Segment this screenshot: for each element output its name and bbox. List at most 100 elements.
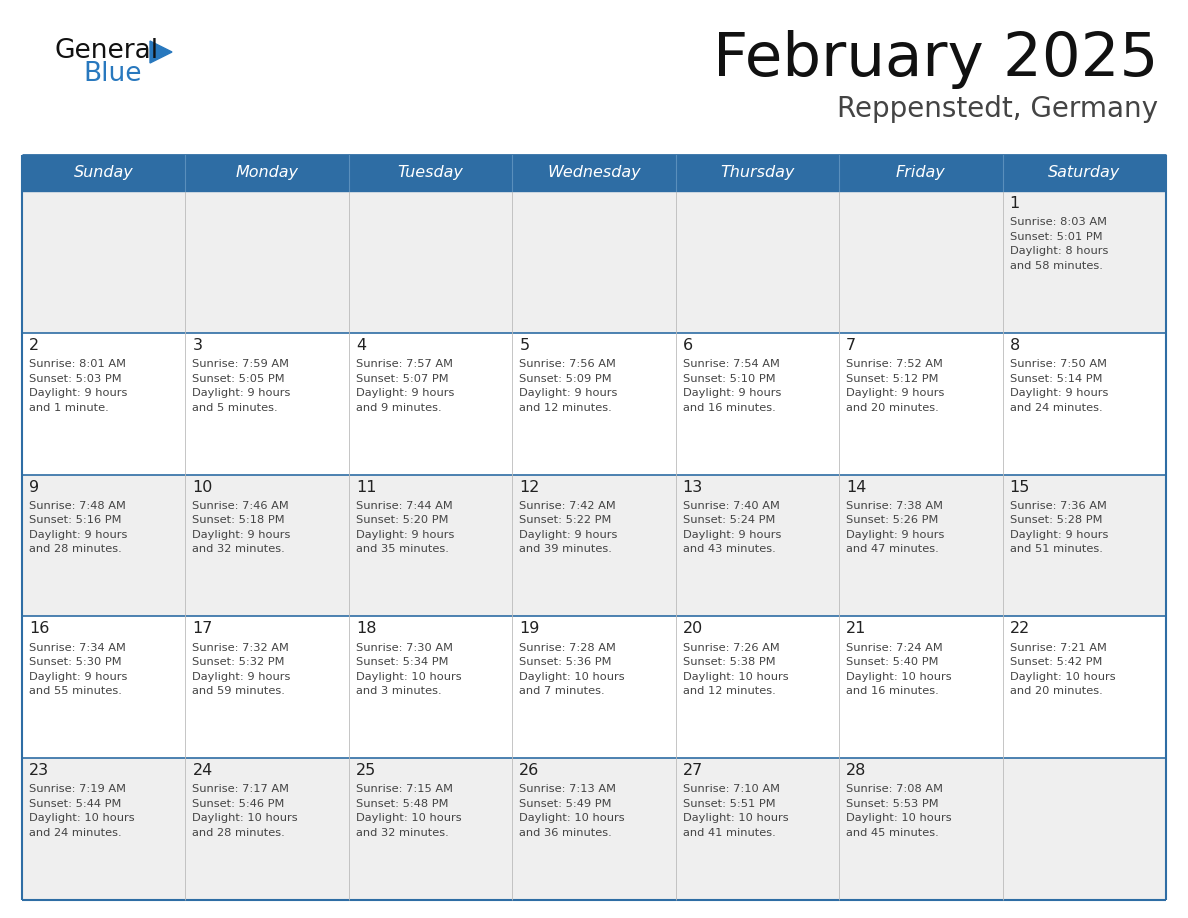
Text: Sunrise: 7:40 AM: Sunrise: 7:40 AM [683,501,779,510]
Bar [676,333,839,475]
Text: Sunset: 5:38 PM: Sunset: 5:38 PM [683,657,776,667]
Text: 16: 16 [29,621,50,636]
Text: 13: 13 [683,479,703,495]
Bar [676,191,839,333]
Text: Daylight: 9 hours: Daylight: 9 hours [683,530,781,540]
Text: Sunset: 5:05 PM: Sunset: 5:05 PM [192,374,285,384]
Text: and 12 minutes.: and 12 minutes. [683,686,776,696]
Text: Sunrise: 7:17 AM: Sunrise: 7:17 AM [192,785,290,794]
Text: Daylight: 9 hours: Daylight: 9 hours [29,672,127,682]
Text: and 28 minutes.: and 28 minutes. [29,544,121,554]
Text: Sunset: 5:32 PM: Sunset: 5:32 PM [192,657,285,667]
Text: Daylight: 10 hours: Daylight: 10 hours [1010,672,1116,682]
Text: 5: 5 [519,338,530,353]
Bar [23,758,185,900]
Text: Sunset: 5:40 PM: Sunset: 5:40 PM [846,657,939,667]
Bar [185,758,349,900]
Text: 12: 12 [519,479,539,495]
Text: Sunrise: 7:46 AM: Sunrise: 7:46 AM [192,501,289,510]
Text: Daylight: 9 hours: Daylight: 9 hours [846,530,944,540]
Text: Monday: Monday [235,165,298,181]
Text: 4: 4 [356,338,366,353]
Text: and 32 minutes.: and 32 minutes. [356,828,449,838]
Text: Sunrise: 7:54 AM: Sunrise: 7:54 AM [683,359,779,369]
Text: and 51 minutes.: and 51 minutes. [1010,544,1102,554]
Text: 9: 9 [29,479,39,495]
Text: Sunset: 5:07 PM: Sunset: 5:07 PM [356,374,449,384]
Text: Daylight: 9 hours: Daylight: 9 hours [683,388,781,398]
Text: Sunset: 5:16 PM: Sunset: 5:16 PM [29,515,121,525]
Text: Sunset: 5:18 PM: Sunset: 5:18 PM [192,515,285,525]
Text: Blue: Blue [83,61,141,87]
Text: Daylight: 9 hours: Daylight: 9 hours [29,388,127,398]
Text: 1: 1 [1010,196,1019,211]
Bar [676,758,839,900]
Bar [1003,475,1165,616]
Text: Sunset: 5:12 PM: Sunset: 5:12 PM [846,374,939,384]
Text: and 3 minutes.: and 3 minutes. [356,686,442,696]
Bar [185,333,349,475]
Bar [676,616,839,758]
Bar [349,758,512,900]
Text: Sunrise: 7:38 AM: Sunrise: 7:38 AM [846,501,943,510]
Text: Sunrise: 7:26 AM: Sunrise: 7:26 AM [683,643,779,653]
Text: Sunset: 5:30 PM: Sunset: 5:30 PM [29,657,121,667]
Text: 15: 15 [1010,479,1030,495]
Text: Daylight: 9 hours: Daylight: 9 hours [29,530,127,540]
Text: Sunrise: 8:01 AM: Sunrise: 8:01 AM [29,359,126,369]
Text: Sunset: 5:34 PM: Sunset: 5:34 PM [356,657,448,667]
Bar [839,191,1003,333]
Bar [512,616,676,758]
Bar [839,333,1003,475]
Text: Sunset: 5:44 PM: Sunset: 5:44 PM [29,799,121,809]
Text: Daylight: 9 hours: Daylight: 9 hours [519,530,618,540]
Text: 21: 21 [846,621,866,636]
Polygon shape [150,41,172,63]
Text: Sunset: 5:53 PM: Sunset: 5:53 PM [846,799,939,809]
Text: and 45 minutes.: and 45 minutes. [846,828,939,838]
Text: Daylight: 9 hours: Daylight: 9 hours [519,388,618,398]
Text: and 9 minutes.: and 9 minutes. [356,403,442,412]
Text: 7: 7 [846,338,857,353]
Text: and 12 minutes.: and 12 minutes. [519,403,612,412]
Bar [1003,758,1165,900]
Bar [349,155,512,191]
Text: 20: 20 [683,621,703,636]
Bar [23,475,185,616]
Text: and 39 minutes.: and 39 minutes. [519,544,612,554]
Bar [349,191,512,333]
Bar [349,475,512,616]
Text: Sunrise: 7:21 AM: Sunrise: 7:21 AM [1010,643,1106,653]
Text: Sunrise: 7:36 AM: Sunrise: 7:36 AM [1010,501,1106,510]
Text: Sunrise: 7:44 AM: Sunrise: 7:44 AM [356,501,453,510]
Text: General: General [55,38,159,64]
Text: Daylight: 9 hours: Daylight: 9 hours [356,530,454,540]
Text: 22: 22 [1010,621,1030,636]
Bar [512,758,676,900]
Text: Sunrise: 7:59 AM: Sunrise: 7:59 AM [192,359,290,369]
Text: Sunrise: 7:08 AM: Sunrise: 7:08 AM [846,785,943,794]
Text: 10: 10 [192,479,213,495]
Text: Sunrise: 7:15 AM: Sunrise: 7:15 AM [356,785,453,794]
Bar [1003,155,1165,191]
Text: Sunrise: 7:10 AM: Sunrise: 7:10 AM [683,785,779,794]
Text: Sunrise: 7:50 AM: Sunrise: 7:50 AM [1010,359,1106,369]
Text: Sunrise: 7:32 AM: Sunrise: 7:32 AM [192,643,290,653]
Text: and 59 minutes.: and 59 minutes. [192,686,285,696]
Text: Daylight: 10 hours: Daylight: 10 hours [683,813,789,823]
Bar [512,191,676,333]
Bar [676,155,839,191]
Text: Sunrise: 7:28 AM: Sunrise: 7:28 AM [519,643,617,653]
Text: February 2025: February 2025 [713,30,1158,89]
Text: and 16 minutes.: and 16 minutes. [683,403,776,412]
Text: Sunset: 5:24 PM: Sunset: 5:24 PM [683,515,775,525]
Text: Daylight: 10 hours: Daylight: 10 hours [356,813,461,823]
Text: Sunset: 5:36 PM: Sunset: 5:36 PM [519,657,612,667]
Text: and 41 minutes.: and 41 minutes. [683,828,776,838]
Text: and 1 minute.: and 1 minute. [29,403,109,412]
Bar [676,475,839,616]
Bar [1003,191,1165,333]
Text: Daylight: 10 hours: Daylight: 10 hours [192,813,298,823]
Text: Sunset: 5:14 PM: Sunset: 5:14 PM [1010,374,1102,384]
Bar [839,616,1003,758]
